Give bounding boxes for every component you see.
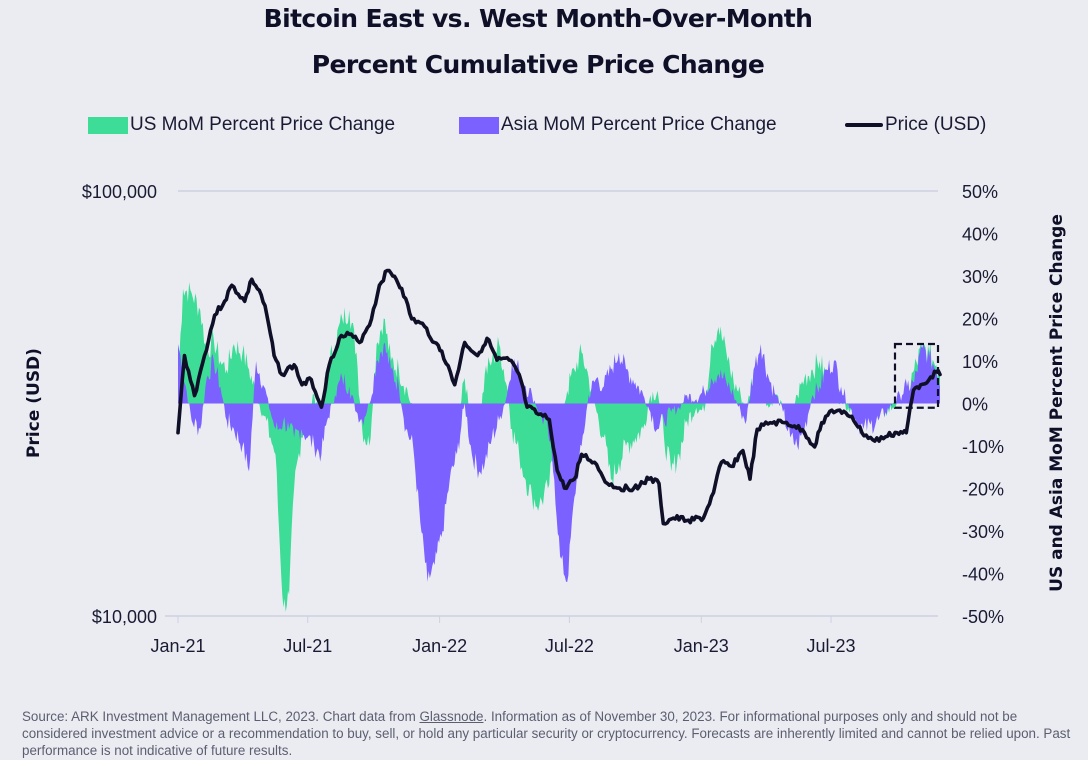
footnote-text-2: . Information as of November 30, 2023. F… — [22, 709, 1071, 758]
legend-label-asia: Asia MoM Percent Price Change — [501, 114, 777, 135]
right-tick-label: 0% — [962, 395, 988, 415]
legend-label-price: Price (USD) — [885, 114, 987, 135]
chart-title-line-1: Bitcoin East vs. West Month-Over-Month — [263, 4, 813, 33]
area-asia — [178, 342, 940, 582]
x-tick-label: Jan-23 — [674, 636, 729, 656]
chart-title-line-2: Percent Cumulative Price Change — [311, 50, 765, 79]
legend-item-asia: Asia MoM Percent Price Change — [459, 114, 777, 136]
x-tick-label: Jul-22 — [545, 636, 594, 656]
legend: US MoM Percent Price Change Asia MoM Per… — [0, 114, 1088, 140]
right-tick-label: -40% — [962, 565, 1004, 585]
source-footnote: Source: ARK Investment Management LLC, 2… — [22, 708, 1072, 759]
price-series — [176, 268, 942, 526]
x-tick-label: Jan-22 — [412, 636, 467, 656]
x-axis: Jan-21 Jul-21 Jan-22 Jul-22 Jan-23 Jul-23 — [150, 616, 856, 656]
right-tick-label: -10% — [962, 437, 1004, 457]
right-tick-label: -30% — [962, 522, 1004, 542]
x-tick-label: Jul-21 — [283, 636, 332, 656]
right-tick-label: -20% — [962, 480, 1004, 500]
right-tick-label: 20% — [962, 310, 998, 330]
left-tick-label: $100,000 — [82, 182, 157, 202]
right-tick-label: 50% — [962, 182, 998, 202]
gridlines — [165, 190, 938, 617]
left-tick-label: $10,000 — [92, 607, 157, 627]
price-line — [176, 268, 942, 526]
glassnode-link[interactable]: Glassnode — [419, 709, 484, 724]
legend-swatch-us — [88, 116, 128, 134]
annotation — [893, 342, 940, 409]
area-series — [178, 282, 940, 612]
legend-item-price: Price (USD) — [845, 114, 986, 136]
x-tick-label: Jan-21 — [150, 636, 205, 656]
right-axis-title: US and Asia MoM Percent Price Change — [1047, 214, 1067, 592]
left-axis: $100,000 $10,000 — [82, 182, 157, 627]
highlight-box — [893, 342, 940, 409]
legend-label-us: US MoM Percent Price Change — [130, 114, 396, 135]
right-tick-label: 10% — [962, 352, 998, 372]
x-tick-label: Jul-23 — [807, 636, 856, 656]
right-tick-label: 40% — [962, 225, 998, 245]
right-tick-label: -50% — [962, 607, 1004, 627]
legend-swatch-asia — [459, 116, 499, 134]
legend-item-us: US MoM Percent Price Change — [88, 114, 395, 136]
right-tick-label: 30% — [962, 267, 998, 287]
legend-swatch-price — [845, 123, 883, 127]
footnote-text-1: Source: ARK Investment Management LLC, 2… — [22, 709, 420, 724]
left-axis-title: Price (USD) — [24, 348, 44, 458]
chart-canvas: $100,000 $10,000 50% 40% 30% 20% 10% 0% -10% -20… — [24, 182, 1067, 656]
right-axis: 50% 40% 30% 20% 10% 0% -10% -20% -30% -40% -50% — [962, 182, 1004, 627]
